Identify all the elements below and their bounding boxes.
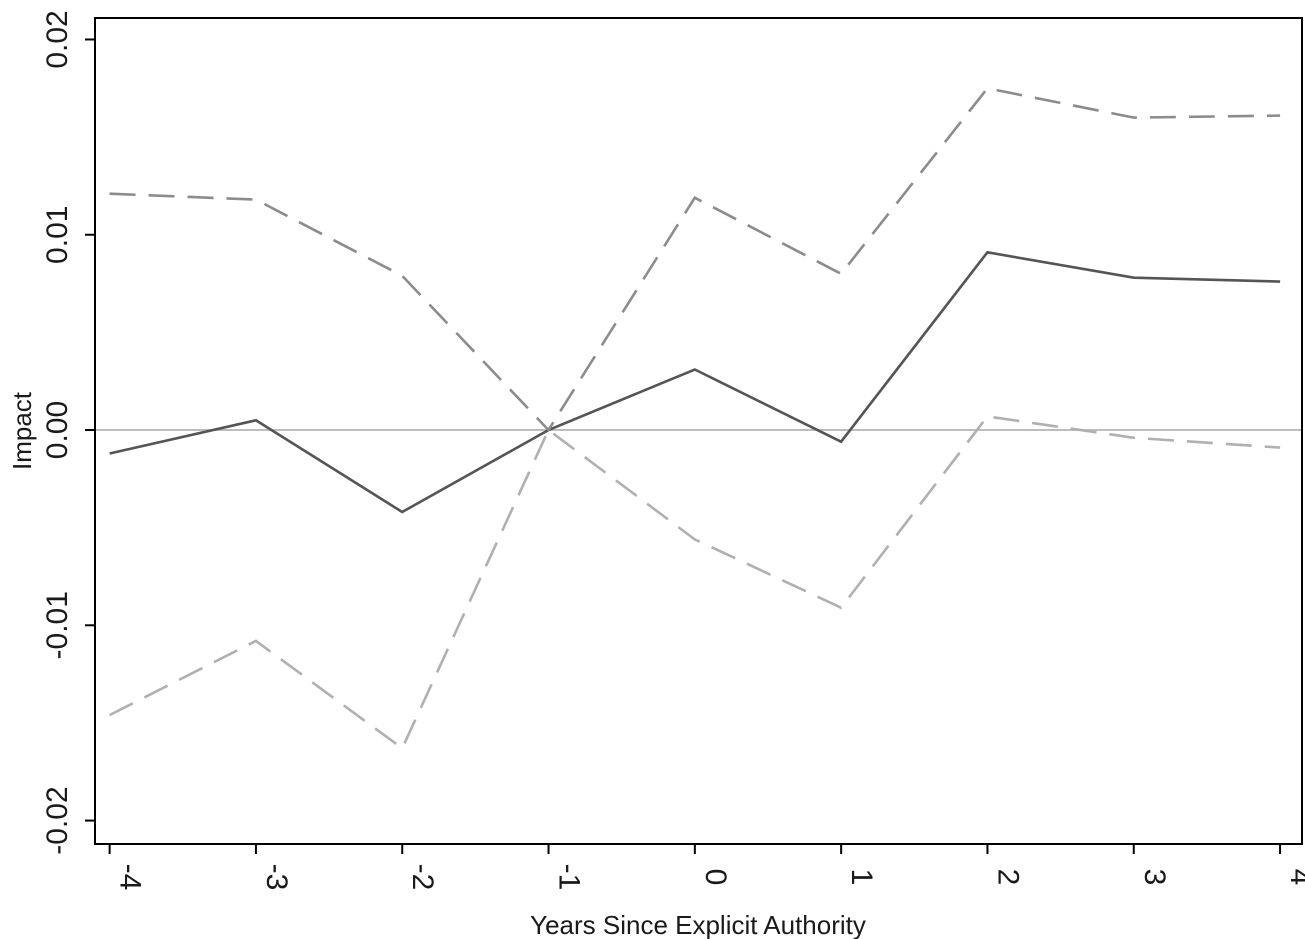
x-tick-label: -1: [553, 864, 586, 891]
y-tick-label: 0.00: [41, 401, 74, 459]
series-layer: [109, 86, 1281, 751]
x-tick-label: 1: [845, 869, 878, 886]
x-tick-label: 0: [699, 869, 732, 886]
series-line-upper-bound: [109, 86, 1281, 433]
x-tick-label: 2: [991, 869, 1024, 886]
y-tick-label: 0.01: [41, 206, 74, 264]
series-line-lower-bound: [109, 415, 1281, 751]
y-tick-label: 0.02: [41, 10, 74, 68]
x-tick-label: 3: [1138, 869, 1171, 886]
x-tick-label: -2: [406, 864, 439, 891]
x-tick-label: -4: [114, 864, 147, 891]
y-tick-label: -0.01: [41, 591, 74, 659]
y-axis-title: Impact: [7, 391, 37, 470]
y-tick-label: -0.02: [41, 786, 74, 854]
x-axis-title: Years Since Explicit Authority: [530, 910, 866, 939]
y-axis: -0.02 -0.01 0.00 0.01 0.02: [41, 10, 95, 855]
series-line-estimate: [109, 250, 1281, 514]
x-tick-label: -3: [260, 864, 293, 891]
x-axis: -4 -3 -2 -1 0 1 2 3 4: [108, 844, 1305, 891]
x-tick-label: 4: [1284, 869, 1305, 886]
